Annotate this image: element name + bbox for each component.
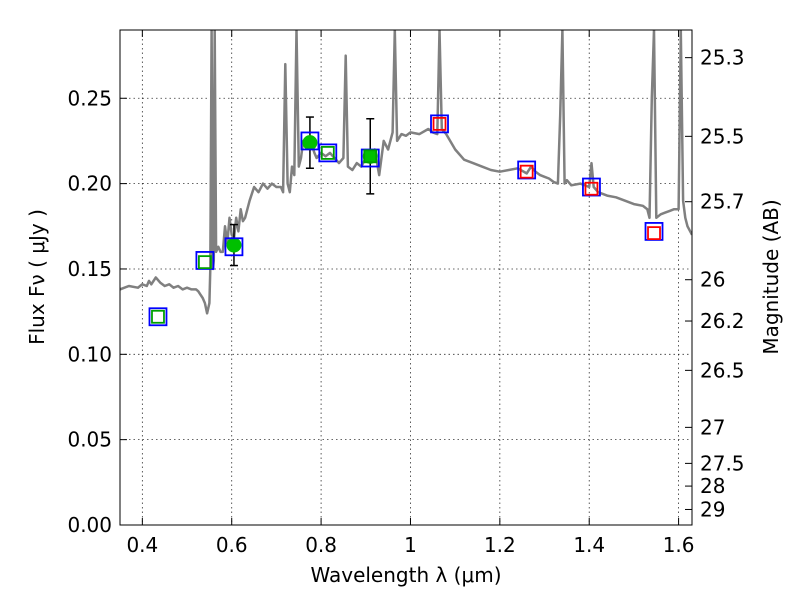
observed-point xyxy=(362,148,378,164)
right-tick-label: 27.5 xyxy=(700,451,745,475)
x-tick-label: 0.8 xyxy=(305,533,337,557)
right-tick-label: 26.5 xyxy=(700,358,745,382)
plot-frame xyxy=(119,29,693,526)
x-tick-label: 1 xyxy=(404,533,417,557)
y-tick-label: 0.05 xyxy=(67,428,112,452)
model-square-marker xyxy=(224,237,244,257)
model-square-marker xyxy=(300,131,320,151)
model-square-marker xyxy=(318,143,338,163)
x-axis-label: Wavelength λ (μm) xyxy=(310,563,501,587)
right-tick-label: 29 xyxy=(700,497,725,521)
y-tick-label: 0.25 xyxy=(67,86,112,110)
right-axis-label: Magnitude (AB) xyxy=(759,199,783,354)
band-square-marker xyxy=(198,255,212,270)
band-square-marker xyxy=(151,309,165,324)
band-square-marker xyxy=(363,149,378,164)
band-square-marker xyxy=(519,164,534,179)
observed-point xyxy=(226,237,242,253)
right-tick-label: 26 xyxy=(700,268,725,292)
model-square-marker xyxy=(148,307,168,327)
model-square-marker xyxy=(430,114,449,134)
y-axis-label: Flux Fν ( μJy ) xyxy=(25,209,49,345)
band-square-marker xyxy=(432,116,447,131)
right-tick-label: 25.7 xyxy=(700,190,745,214)
right-tick-label: 27 xyxy=(700,415,725,439)
model-spectrum-line xyxy=(120,30,692,315)
x-tick-label: 0.6 xyxy=(216,533,248,557)
band-square-marker xyxy=(320,145,335,160)
band-square-marker xyxy=(647,226,661,241)
x-tick-label: 1.2 xyxy=(484,533,516,557)
x-tick-label: 0.4 xyxy=(126,533,158,557)
band-square-marker xyxy=(584,181,599,196)
x-tick-label: 1.4 xyxy=(573,533,605,557)
y-tick-label: 0.00 xyxy=(67,513,112,537)
right-tick-label: 25.3 xyxy=(700,46,745,70)
y-tick-label: 0.20 xyxy=(67,172,112,196)
plot-area xyxy=(120,30,692,327)
observed-point xyxy=(302,135,318,151)
y-tick-label: 0.10 xyxy=(67,342,112,366)
y-tick-label: 0.15 xyxy=(67,257,112,281)
x-tick-label: 1.6 xyxy=(663,533,695,557)
grid-lines xyxy=(120,30,692,525)
right-tick-label: 25.5 xyxy=(700,124,745,148)
axis-ticks: 0.4 0.6 0.8 1 1.2 1.4 1.6 0.00 0.05 0.10 0.15 0.20 0… xyxy=(67,30,745,557)
right-tick-label: 28 xyxy=(700,474,725,498)
right-tick-label: 26.2 xyxy=(700,309,745,333)
